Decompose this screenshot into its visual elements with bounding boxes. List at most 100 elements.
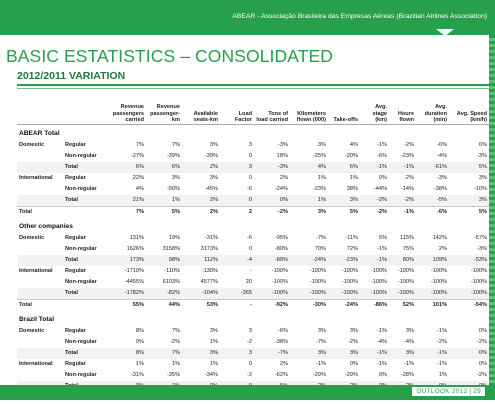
- table-cell: -1%: [360, 255, 389, 266]
- table-cell: -7%: [290, 337, 328, 348]
- column-header: Revenue passenger-km: [146, 90, 182, 125]
- table-cell: 55%: [107, 300, 146, 312]
- row-group-label: Domestic: [17, 233, 63, 244]
- table-cell: 5%: [360, 233, 389, 244]
- section-title: ABEAR Total: [17, 125, 489, 141]
- column-header: [63, 90, 107, 125]
- separator: |: [469, 388, 471, 395]
- table-cell: 21%: [107, 195, 146, 207]
- table-cell: -35%: [146, 370, 182, 381]
- table-cell: 1626%: [107, 244, 146, 255]
- table-cell: 0%: [449, 326, 489, 337]
- table-cell: -2%: [254, 207, 290, 219]
- table-cell: -1%: [416, 348, 449, 359]
- table-cell: -4: [220, 255, 254, 266]
- table-cell: 98%: [146, 255, 182, 266]
- table-cell: 3%: [449, 195, 489, 207]
- row-type-label: Regular: [63, 266, 107, 277]
- table-cell: 1%: [107, 359, 146, 370]
- table-cell: 0%: [360, 370, 389, 381]
- row-type-label: Regular: [63, 326, 107, 337]
- table-cell: -62%: [254, 370, 290, 381]
- table-cell: -61%: [416, 162, 449, 173]
- table-cell: 0%: [328, 359, 360, 370]
- table-cell: -3%: [449, 151, 489, 162]
- table-cell: 7%: [146, 140, 182, 151]
- table-cell: 3173%: [182, 244, 220, 255]
- table-cell: -1%: [389, 162, 416, 173]
- section-header-row: Brazil Total: [17, 311, 489, 326]
- table-row: Total-1782%-82%-104%-365-100%-100%-100%-…: [17, 288, 489, 300]
- table-cell: 7%: [146, 326, 182, 337]
- table-cell: -100%: [416, 266, 449, 277]
- table-row: Non-regular-31%-35%-34%-2-62%-29%-29%0%-…: [17, 370, 489, 381]
- table-cell: 53%: [182, 300, 220, 312]
- row-type-label: Regular: [63, 359, 107, 370]
- table-cell: -4%: [360, 337, 389, 348]
- table-cell: 6%: [107, 162, 146, 173]
- table-cell: -1%: [360, 162, 389, 173]
- column-header: Avg. stage (km): [360, 90, 389, 125]
- table-cell: -: [220, 266, 254, 277]
- table-cell: -39%: [146, 151, 182, 162]
- table-cell: -100%: [389, 266, 416, 277]
- page-subtitle: 2012/2011 VARIATION: [17, 70, 125, 82]
- row-type-label: Total: [63, 348, 107, 359]
- table-cell: -100%: [360, 288, 389, 300]
- table-cell: -1710%: [107, 266, 146, 277]
- table-cell: 44%: [146, 300, 182, 312]
- row-type-label: Total: [63, 162, 107, 173]
- table-cell: -57%: [449, 233, 489, 244]
- column-header: Load Factor: [220, 90, 254, 125]
- row-group-label: Total: [17, 300, 63, 312]
- column-header: Hours flown: [389, 90, 416, 125]
- table-cell: -80%: [254, 244, 290, 255]
- table-cell: 0%: [449, 348, 489, 359]
- column-header: Take-offs: [328, 90, 360, 125]
- table-cell: 3%: [290, 348, 328, 359]
- table-cell: -6: [220, 233, 254, 244]
- row-group-label: [17, 337, 63, 348]
- row-group-label: [17, 348, 63, 359]
- table-cell: -1%: [360, 140, 389, 151]
- row-group-label: [17, 244, 63, 255]
- table-cell: 4577%: [182, 277, 220, 288]
- table-cell: 3%: [290, 326, 328, 337]
- subtitle-rule: [17, 84, 489, 86]
- table-cell: 1%: [290, 173, 328, 184]
- table-cell: -50%: [146, 184, 182, 195]
- table-cell: 6%: [449, 140, 489, 151]
- table-cell: -7%: [290, 233, 328, 244]
- table-cell: -3%: [449, 244, 489, 255]
- table-cell: 1%: [416, 370, 449, 381]
- table-cell: -1%: [389, 207, 416, 219]
- table-cell: -89%: [254, 255, 290, 266]
- table-cell: -25%: [290, 151, 328, 162]
- table-cell: 0: [220, 244, 254, 255]
- table-cell: 0: [220, 151, 254, 162]
- table-cell: -104%: [182, 288, 220, 300]
- table-cell: -34%: [182, 370, 220, 381]
- row-group-label: Domestic: [17, 140, 63, 151]
- page-number: 29: [473, 388, 481, 395]
- table-cell: 4%: [290, 162, 328, 173]
- table-cell: 109%: [416, 255, 449, 266]
- table-cell: -100%: [328, 266, 360, 277]
- column-header: Avg. duration (min): [416, 90, 449, 125]
- table-cell: 2: [220, 207, 254, 219]
- section-title: Brazil Total: [17, 311, 489, 326]
- row-group-label: [17, 255, 63, 266]
- table-cell: -100%: [449, 277, 489, 288]
- table-cell: -20%: [328, 151, 360, 162]
- table-cell: 22%: [107, 173, 146, 184]
- table-cell: -1%: [360, 244, 389, 255]
- table-cell: -2%: [328, 337, 360, 348]
- table-cell: -130%: [182, 266, 220, 277]
